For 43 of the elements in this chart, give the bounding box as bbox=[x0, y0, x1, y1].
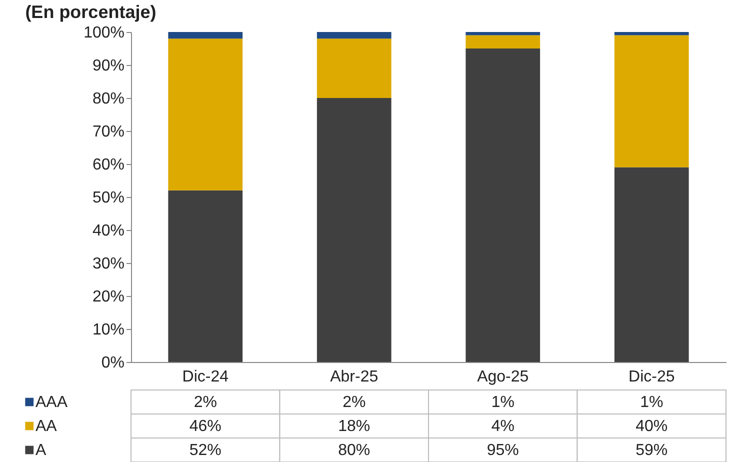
bar bbox=[466, 48, 540, 362]
y-tick-label: 80% bbox=[92, 90, 124, 108]
bar bbox=[614, 35, 689, 168]
data-label: 2% bbox=[194, 394, 217, 411]
data-label: 40% bbox=[636, 418, 668, 435]
x-tick-label: Dic-24 bbox=[182, 368, 229, 386]
data-label: 1% bbox=[640, 394, 664, 411]
data-label: 1% bbox=[491, 394, 514, 411]
data-label: 46% bbox=[189, 418, 222, 435]
chart-title: (En porcentaje) bbox=[25, 2, 156, 22]
bar bbox=[316, 38, 392, 98]
bar bbox=[466, 35, 540, 48]
y-tick-label: 40% bbox=[92, 222, 124, 240]
bar bbox=[168, 38, 243, 190]
x-tick-label: Ago-25 bbox=[477, 368, 529, 386]
y-tick-label: 0% bbox=[101, 354, 124, 372]
x-tick-label: Dic-25 bbox=[628, 368, 675, 386]
data-label: 80% bbox=[338, 442, 370, 459]
data-label: 95% bbox=[486, 442, 519, 459]
y-tick-label: 70% bbox=[92, 124, 124, 140]
bar bbox=[316, 98, 392, 362]
y-tick-label: 60% bbox=[92, 156, 124, 174]
bar bbox=[168, 190, 243, 362]
y-tick-label: 20% bbox=[92, 288, 124, 306]
data-label: 59% bbox=[636, 442, 668, 459]
y-tick-label: 100% bbox=[84, 24, 124, 42]
bar bbox=[168, 32, 243, 39]
y-tick-label: 90% bbox=[92, 58, 124, 74]
legend-label: A bbox=[36, 442, 46, 459]
y-tick-label: 10% bbox=[92, 322, 124, 338]
data-label: 4% bbox=[491, 418, 514, 435]
y-tick-label: 50% bbox=[92, 190, 124, 206]
data-label: 18% bbox=[338, 418, 370, 435]
data-label: 52% bbox=[189, 442, 222, 459]
y-tick-label: 30% bbox=[92, 256, 124, 272]
bar bbox=[316, 32, 392, 39]
bar bbox=[614, 167, 689, 362]
bar bbox=[614, 32, 689, 36]
x-tick-label: Abr-25 bbox=[330, 368, 378, 386]
legend-label: AAA bbox=[36, 394, 68, 411]
legend-label: AA bbox=[36, 418, 58, 435]
data-label: 2% bbox=[342, 394, 366, 411]
bar bbox=[466, 32, 540, 36]
